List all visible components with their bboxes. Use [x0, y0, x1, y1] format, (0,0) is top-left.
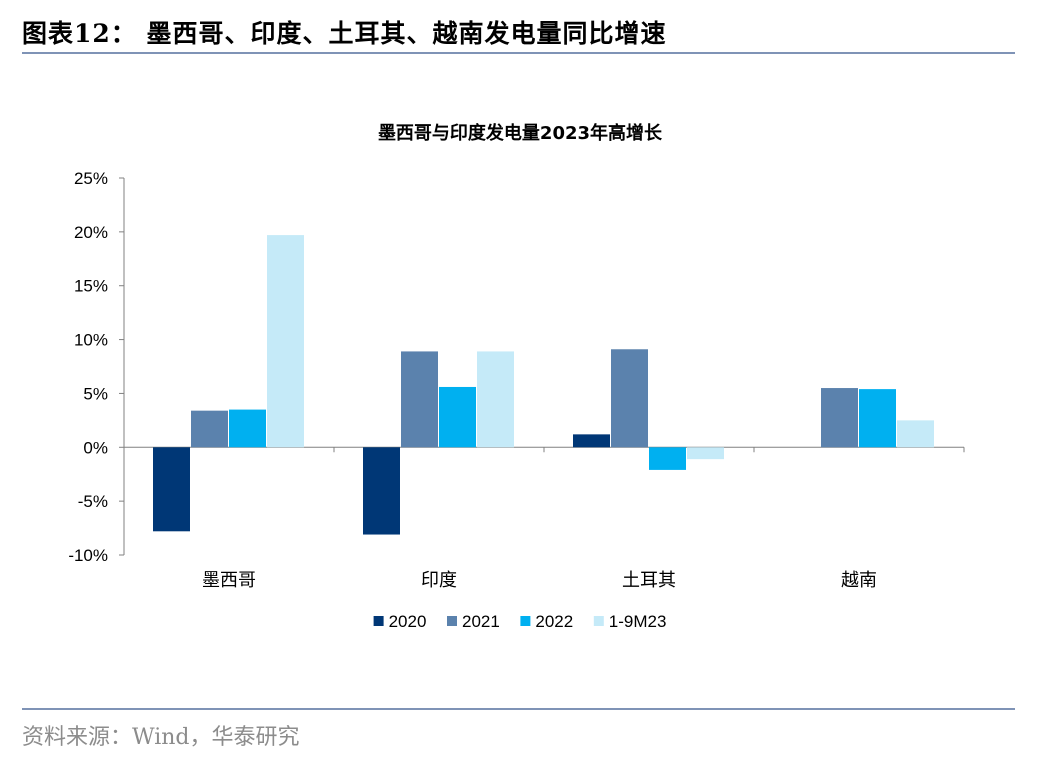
bar-chart: 墨西哥与印度发电量2023年高增长 -10% -5% 0% 5% 10% 15% 20% 25… [68, 122, 965, 631]
legend-swatch [447, 616, 457, 626]
chart-legend: 2020 2021 2022 1-9M23 [373, 612, 667, 631]
legend-label: 1-9M23 [609, 612, 667, 631]
figure-title: 图表12： 墨西哥、印度、土耳其、越南发电量同比增速 [22, 19, 667, 48]
bar [267, 235, 304, 448]
legend-label: 2020 [389, 612, 427, 631]
bar [687, 447, 724, 460]
legend-swatch [520, 616, 531, 626]
y-tick-label: -10% [68, 546, 108, 565]
legend-swatch [373, 616, 384, 626]
chart-title: 墨西哥与印度发电量2023年高增长 [378, 122, 663, 144]
bar [401, 351, 438, 448]
bar [611, 349, 648, 448]
bar [229, 409, 266, 448]
category-label: 墨西哥 [202, 570, 256, 591]
y-tick-label: 5% [83, 384, 108, 403]
source-note: 资料来源：Wind，华泰研究 [22, 725, 300, 750]
category-label: 土耳其 [622, 570, 676, 591]
bar [153, 447, 190, 532]
bar [859, 389, 896, 448]
bottom-rule [22, 708, 1015, 710]
bar [363, 447, 400, 535]
category-label: 印度 [421, 570, 457, 591]
chart-axes: -10% -5% 0% 5% 10% 15% 20% 25% 墨西哥 印度 土耳其 越南 [68, 169, 965, 591]
y-tick-label: -5% [78, 492, 108, 511]
category-label: 越南 [841, 570, 877, 591]
y-tick-label: 25% [74, 169, 108, 188]
y-tick-label: 20% [74, 223, 108, 242]
bar [573, 434, 610, 448]
legend-label: 2022 [535, 612, 573, 631]
bar [821, 388, 858, 448]
y-tick-label: 10% [74, 331, 108, 350]
bar [439, 386, 476, 448]
bar [649, 447, 686, 470]
bar [897, 420, 934, 448]
bar [191, 410, 228, 448]
y-tick-label: 0% [83, 438, 108, 457]
bar [477, 351, 514, 448]
y-tick-label: 15% [74, 277, 108, 296]
legend-swatch [593, 616, 604, 626]
top-rule [22, 52, 1015, 54]
chart-bars [153, 235, 934, 535]
legend-label: 2021 [462, 612, 500, 631]
